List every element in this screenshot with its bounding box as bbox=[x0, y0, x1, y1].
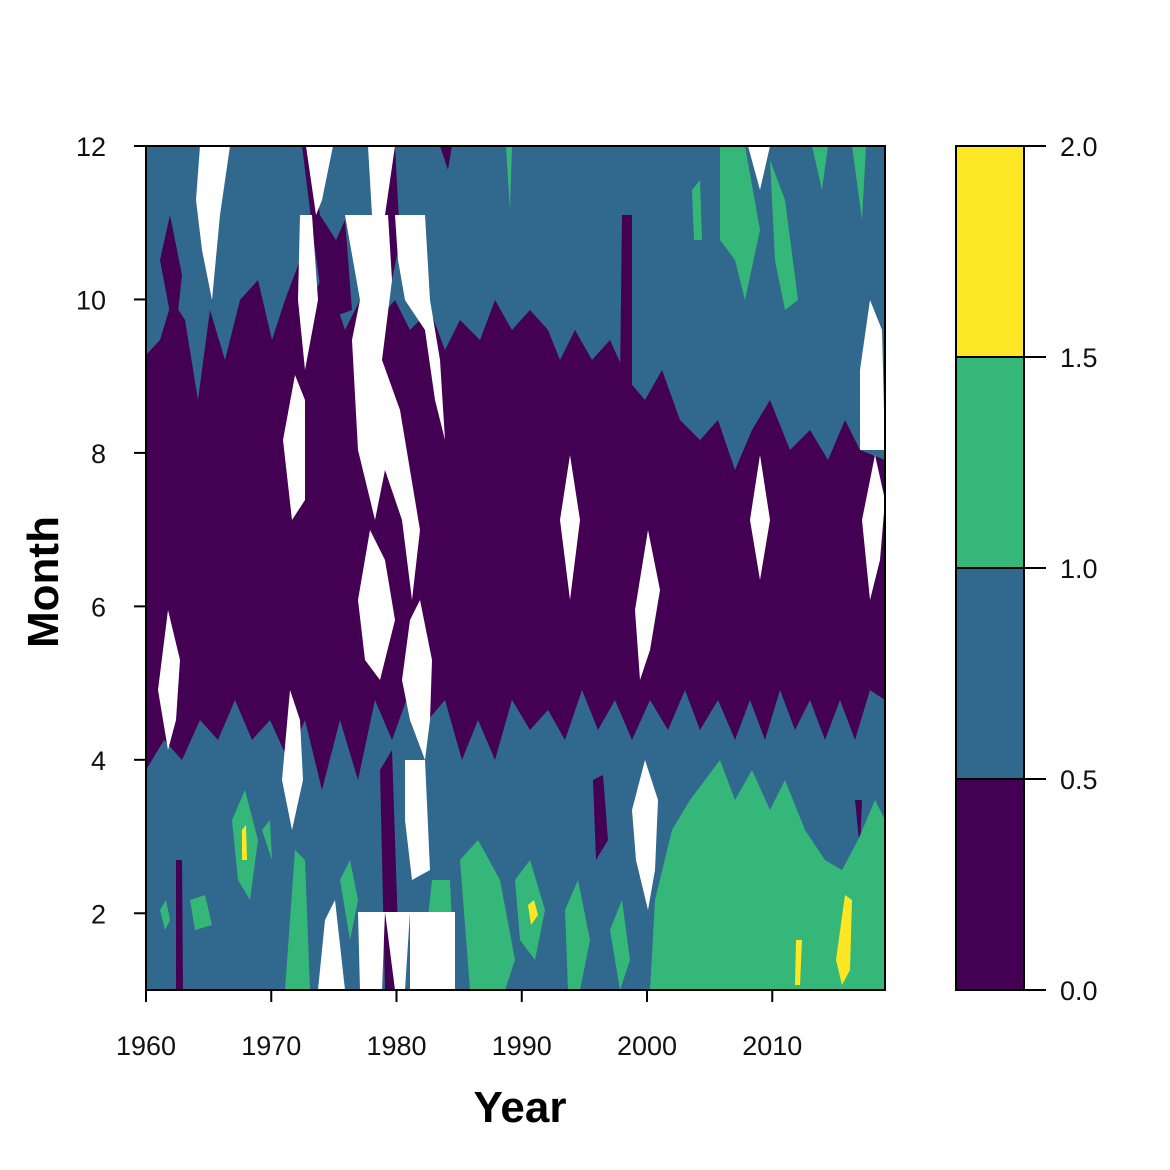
y-tick-label: 8 bbox=[91, 439, 106, 469]
legend-swatch bbox=[955, 567, 1025, 780]
x-tick-label: 1960 bbox=[116, 1031, 176, 1061]
x-tick-label: 1990 bbox=[492, 1031, 552, 1061]
missing-data-regions bbox=[158, 146, 885, 990]
y-tick-label: 10 bbox=[76, 285, 106, 315]
level-fill-1.0-1.5 bbox=[460, 840, 515, 990]
x-tick-label: 2000 bbox=[617, 1031, 677, 1061]
legend-tick-label: 2.0 bbox=[1060, 132, 1098, 162]
legend-tick-label: 1.0 bbox=[1060, 554, 1098, 584]
x-tick-label: 1970 bbox=[241, 1031, 301, 1061]
y-tick-label: 12 bbox=[76, 132, 106, 162]
level-fill-1.5-2.0 bbox=[528, 900, 538, 925]
level-fill-1.0-1.5 bbox=[506, 146, 512, 210]
level-fill-0.0-0.5 bbox=[620, 215, 632, 390]
level-fill-1.0-1.5 bbox=[340, 860, 358, 940]
x-axis: 1960 1970 1980 1990 2000 2010 bbox=[116, 989, 802, 1061]
y-tick-label: 2 bbox=[91, 899, 106, 929]
legend-swatch bbox=[955, 778, 1025, 991]
level-fill-0.0-0.5 bbox=[440, 146, 452, 170]
legend-swatch bbox=[955, 356, 1025, 569]
y-tick-label: 4 bbox=[91, 746, 106, 776]
level-fill-1.0-1.5 bbox=[650, 760, 885, 990]
y-tick-label: 6 bbox=[91, 592, 106, 622]
level-fill-1.0-1.5 bbox=[262, 820, 272, 860]
level-fill-1.0-1.5 bbox=[610, 900, 630, 990]
level-fill-0.0-0.5 bbox=[146, 260, 885, 790]
level-fill-0.0-0.5 bbox=[160, 215, 182, 340]
x-tick-label: 1980 bbox=[366, 1031, 426, 1061]
color-legend: 0.0 0.5 1.0 1.5 2.0 bbox=[955, 132, 1098, 1006]
y-axis-title: Month bbox=[19, 516, 68, 648]
plot-area bbox=[146, 146, 885, 990]
level-fill-1.5-2.0 bbox=[836, 895, 852, 985]
level-fill-1.0-1.5 bbox=[852, 146, 866, 220]
level-fill-1.0-1.5 bbox=[160, 900, 170, 930]
level-fill-0.0-0.5 bbox=[593, 775, 608, 860]
level-fill-1.0-1.5 bbox=[692, 180, 702, 240]
level-fill-1.5-2.0 bbox=[242, 825, 247, 860]
level-fill-1.0-1.5 bbox=[770, 160, 798, 310]
x-axis-title: Year bbox=[474, 1083, 567, 1132]
legend-tick-label: 0.0 bbox=[1060, 976, 1098, 1006]
x-tick-label: 2010 bbox=[742, 1031, 802, 1061]
level-fill-1.0-1.5 bbox=[720, 146, 760, 300]
legend-swatch bbox=[955, 145, 1025, 358]
level-fill-1.0-1.5 bbox=[285, 850, 310, 990]
legend-tick-label: 1.5 bbox=[1060, 343, 1098, 373]
legend-tick-label: 0.5 bbox=[1060, 765, 1098, 795]
level-fill-1.5-2.0 bbox=[795, 940, 802, 985]
level-fill-1.0-1.5 bbox=[190, 895, 212, 930]
level-fill-1.0-1.5 bbox=[565, 880, 590, 990]
y-axis: 2 4 6 8 10 12 bbox=[76, 132, 147, 929]
level-fill-0.0-0.5 bbox=[176, 860, 183, 990]
level-fill-1.0-1.5 bbox=[812, 146, 828, 190]
